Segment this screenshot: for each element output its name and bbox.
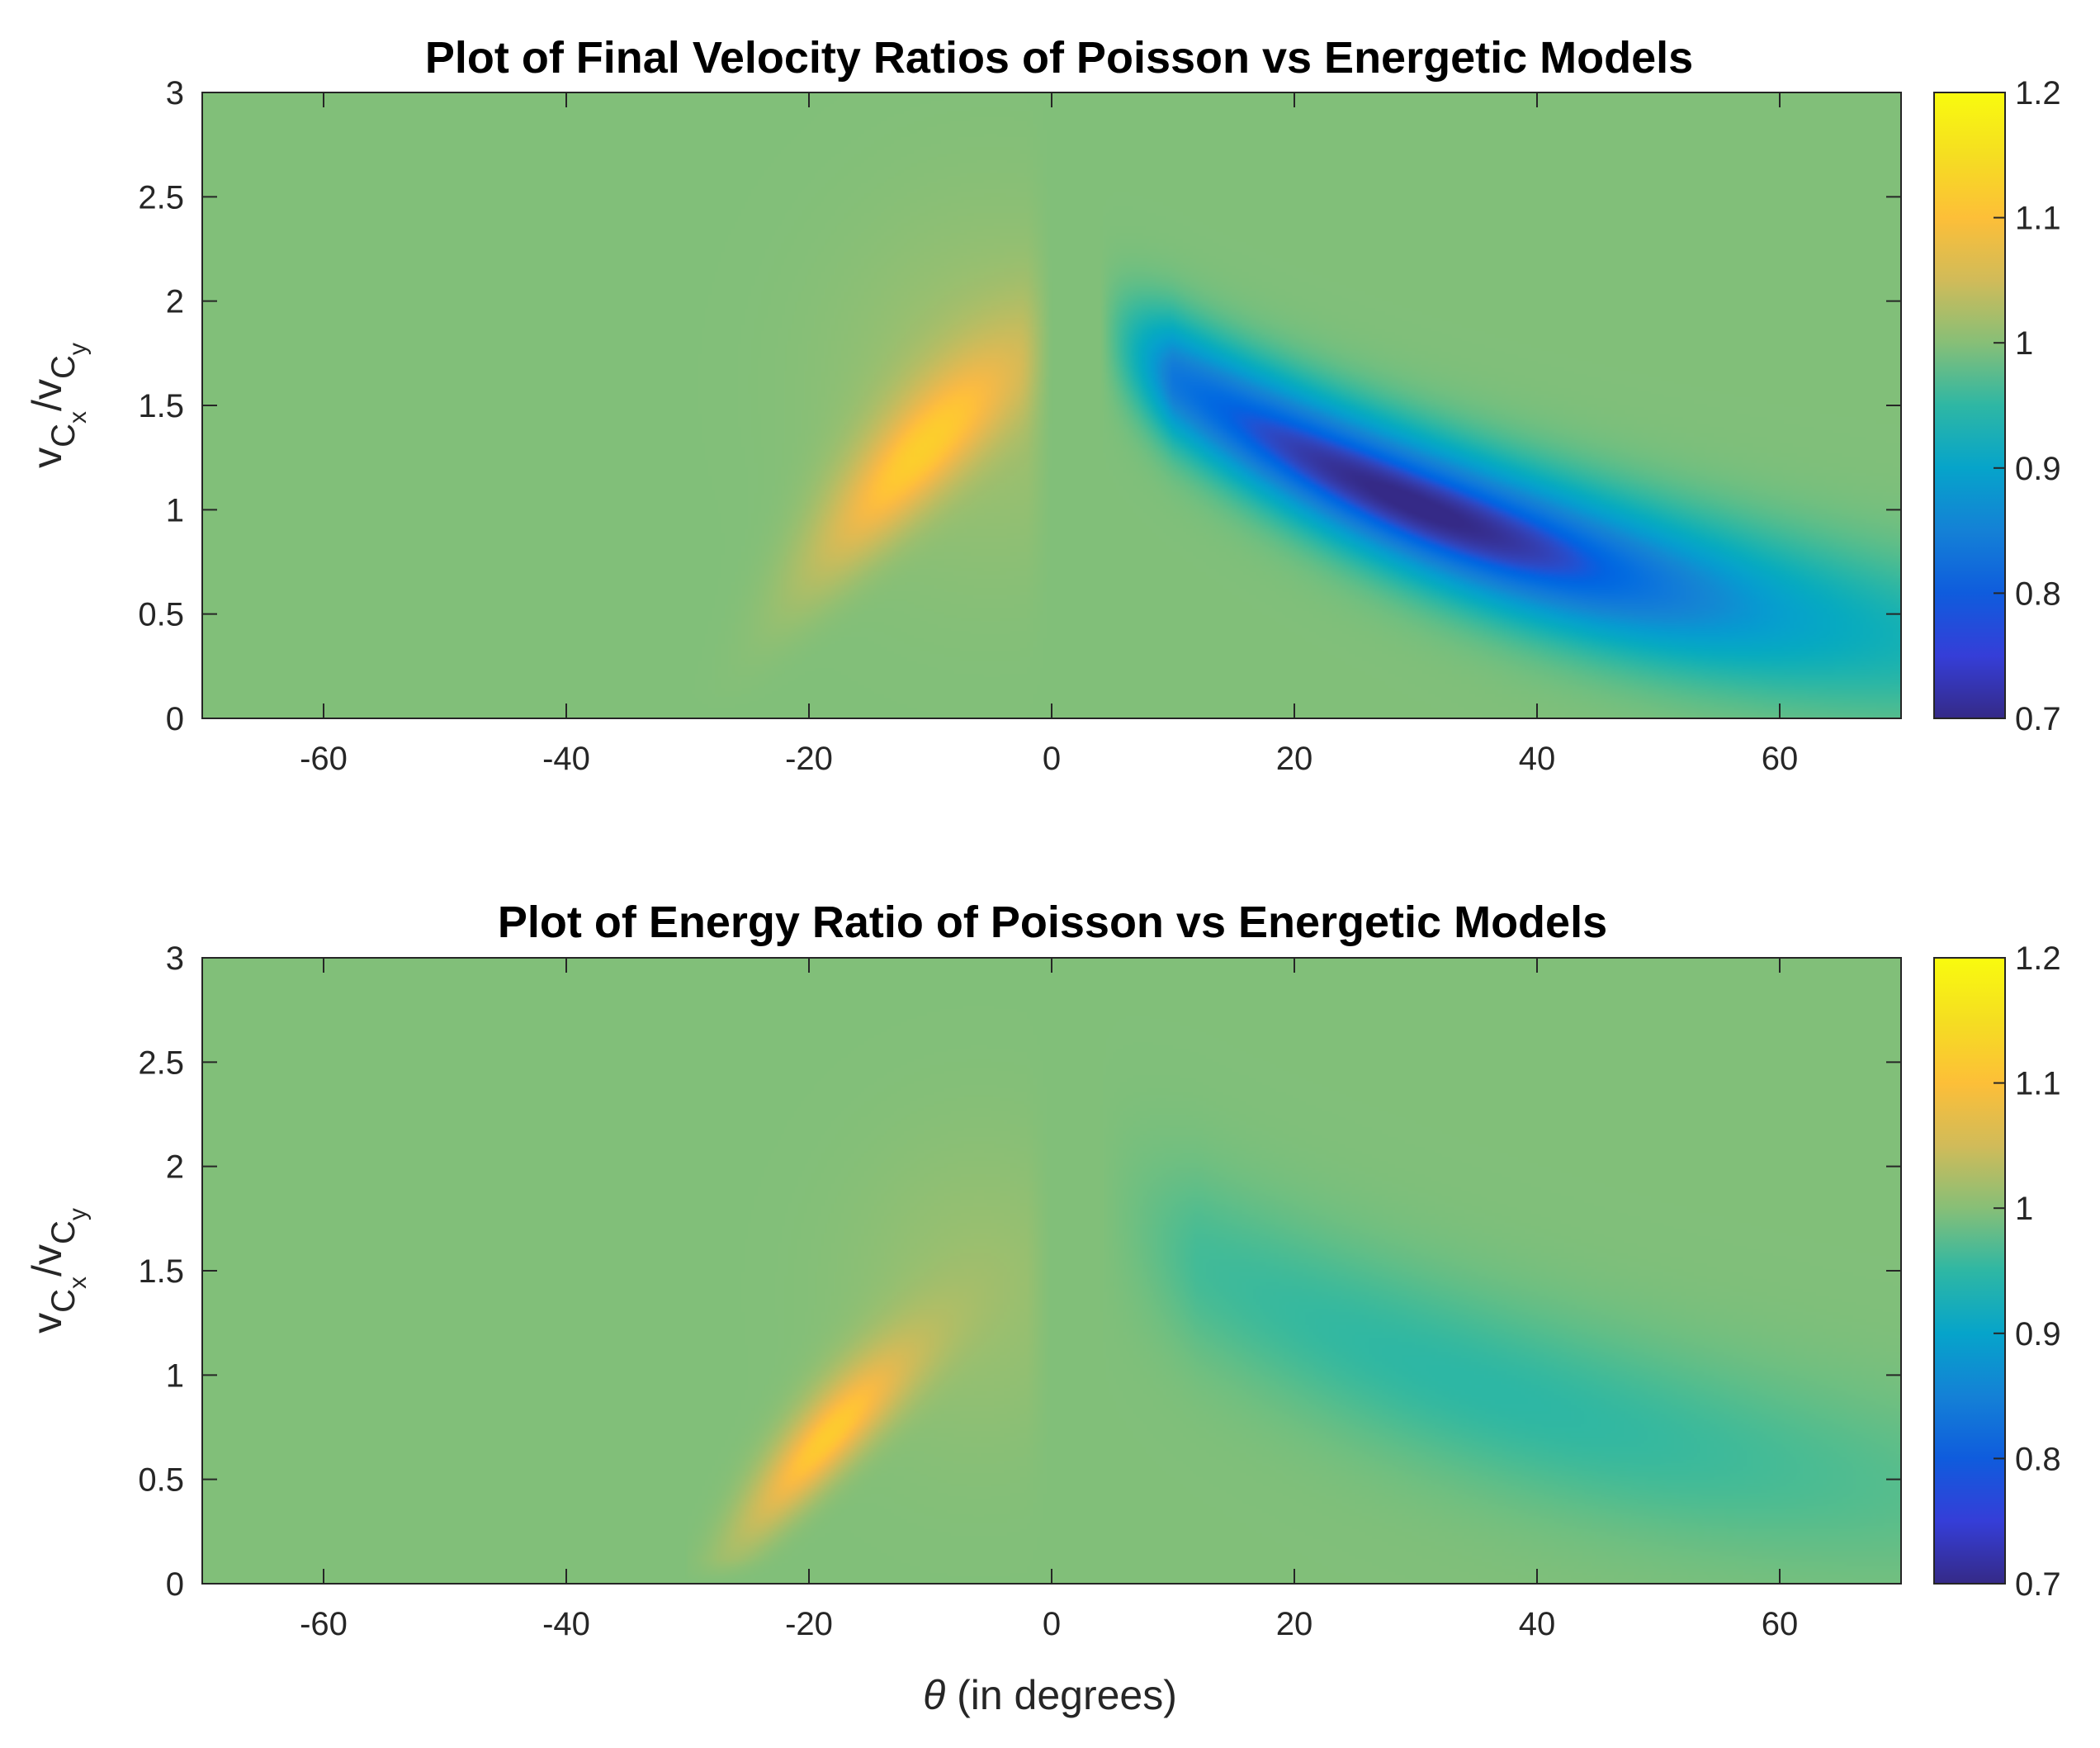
ylabel-slash-v: /v bbox=[24, 379, 70, 411]
y-axis-label: vCx/vCy bbox=[24, 1208, 92, 1334]
axis-ticks: -60 -40 -20 0 20 40 60 0 0.5 1 1.5 2 2.5 3 bbox=[138, 940, 1901, 1642]
panel-velocity-ratio: Plot of Final Velocity Ratios of Poisson… bbox=[24, 33, 2061, 777]
chart-title: Plot of Energy Ratio of Poisson vs Energ… bbox=[498, 898, 1607, 947]
y-tick-label: 0.5 bbox=[138, 1462, 184, 1499]
colorbar-tick-label: 1.1 bbox=[2015, 201, 2061, 237]
x-tick-label: -40 bbox=[542, 741, 590, 777]
ylabel-slash-v: /v bbox=[24, 1244, 70, 1277]
x-tick-label: -20 bbox=[785, 741, 833, 777]
x-tick-label: -40 bbox=[542, 1606, 590, 1642]
y-tick-label: 2.5 bbox=[138, 179, 184, 216]
colorbar-tick-label: 1.2 bbox=[2015, 75, 2061, 111]
colorbar-tick-label: 1.2 bbox=[2015, 940, 2061, 977]
y-tick-label: 3 bbox=[166, 940, 184, 977]
y-tick-label: 1 bbox=[166, 1357, 184, 1394]
x-tick-label: -60 bbox=[300, 741, 348, 777]
x-tick-label: 60 bbox=[1762, 741, 1799, 777]
ylabel-v: v bbox=[24, 1313, 70, 1334]
y-tick-label: 1.5 bbox=[138, 1253, 184, 1290]
y-tick-label: 1.5 bbox=[138, 388, 184, 424]
ylabel-c-sub: C bbox=[45, 1289, 82, 1313]
x-tick-label: 40 bbox=[1519, 1606, 1556, 1642]
ylabel-c-sub: C bbox=[45, 424, 82, 448]
x-tick-label: -60 bbox=[300, 1606, 348, 1642]
colorbar-ticks: 0.7 0.8 0.9 1 1.1 1.2 bbox=[1994, 75, 2061, 737]
heatmap-energy-ratio bbox=[202, 958, 1901, 1584]
svg-text:vCx/vCy: vCx/vCy bbox=[24, 1208, 92, 1334]
y-tick-label: 1 bbox=[166, 492, 184, 528]
chart-title: Plot of Final Velocity Ratios of Poisson… bbox=[425, 33, 1693, 83]
x-tick-label: 20 bbox=[1276, 741, 1313, 777]
ylabel-v: v bbox=[24, 448, 70, 468]
y-tick-label: 0.5 bbox=[138, 597, 184, 633]
y-tick-label: 2 bbox=[166, 284, 184, 320]
colorbar-ticks: 0.7 0.8 0.9 1 1.1 1.2 bbox=[1994, 940, 2061, 1603]
colorbar bbox=[1933, 92, 2006, 719]
colorbar-tick-label: 0.7 bbox=[2015, 701, 2061, 737]
y-tick-label: 0 bbox=[166, 701, 184, 737]
heatmap-velocity-ratio bbox=[202, 92, 1901, 718]
x-tick-label: 60 bbox=[1762, 1606, 1799, 1642]
colorbar-tick-label: 1 bbox=[2015, 1191, 2033, 1227]
colorbar-tick-label: 0.7 bbox=[2015, 1566, 2061, 1603]
axis-ticks: -60 -40 -20 0 20 40 60 0 0.5 1 1.5 2 2.5 3 bbox=[138, 75, 1901, 777]
ylabel-x-sub: x bbox=[64, 1277, 92, 1289]
x-tick-label: 0 bbox=[1043, 1606, 1061, 1642]
y-tick-label: 2.5 bbox=[138, 1045, 184, 1081]
colorbar-tick-label: 0.9 bbox=[2015, 1316, 2061, 1352]
colorbar-tick-label: 1 bbox=[2015, 325, 2033, 362]
ylabel-y-sub: y bbox=[64, 1208, 92, 1220]
colorbar-tick-label: 0.8 bbox=[2015, 1441, 2061, 1477]
x-tick-label: 40 bbox=[1519, 741, 1556, 777]
x-tick-label: -20 bbox=[785, 1606, 833, 1642]
y-tick-label: 3 bbox=[166, 75, 184, 111]
colorbar-tick-label: 0.9 bbox=[2015, 451, 2061, 487]
svg-text:vCx/vCy: vCx/vCy bbox=[24, 343, 92, 468]
ylabel-c-sub2: C bbox=[45, 355, 82, 379]
ylabel-y-sub: y bbox=[64, 343, 92, 355]
ylabel-x-sub: x bbox=[64, 411, 92, 424]
colorbar bbox=[1933, 957, 2006, 1585]
ylabel-c-sub2: C bbox=[45, 1220, 82, 1244]
x-tick-label: 20 bbox=[1276, 1606, 1313, 1642]
colorbar-tick-label: 1.1 bbox=[2015, 1066, 2061, 1102]
xlabel-theta: θ bbox=[923, 1672, 945, 1718]
y-axis-label: vCx/vCy bbox=[24, 343, 92, 468]
y-tick-label: 2 bbox=[166, 1149, 184, 1186]
x-tick-label: 0 bbox=[1043, 741, 1061, 777]
x-axis-label: θ (in degrees) bbox=[923, 1672, 1177, 1718]
colorbar-tick-label: 0.8 bbox=[2015, 576, 2061, 612]
panel-energy-ratio: Plot of Energy Ratio of Poisson vs Energ… bbox=[24, 898, 2061, 1718]
xlabel-text: (in degrees) bbox=[945, 1672, 1177, 1718]
y-tick-label: 0 bbox=[166, 1566, 184, 1603]
